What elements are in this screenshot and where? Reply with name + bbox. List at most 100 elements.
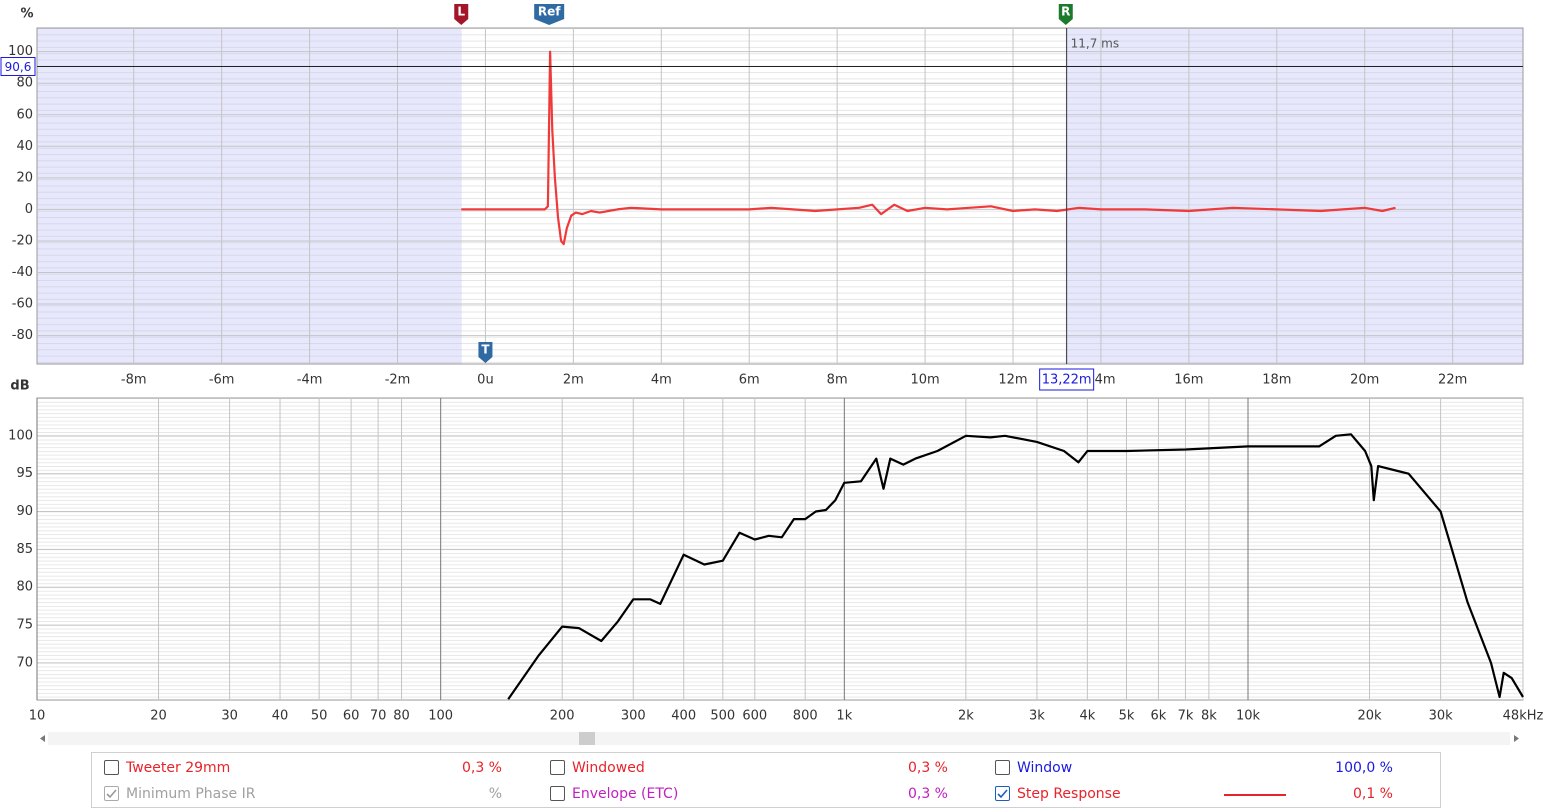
x-tick-label: 16m [1174, 373, 1203, 388]
checkbox[interactable] [104, 786, 119, 801]
x-tick-label: -2m [385, 373, 411, 388]
x-tick-label: 10 [29, 709, 46, 724]
checkbox[interactable] [995, 786, 1010, 801]
legend-label: Tweeter 29mm [126, 760, 231, 776]
legend-label: Envelope (ETC) [572, 786, 679, 802]
scroll-right[interactable] [1514, 735, 1519, 742]
check-path [997, 789, 1008, 799]
y-tick-label: -40 [12, 265, 33, 280]
y-tick-label: -60 [12, 297, 33, 312]
cursor-x-value: 13,22m [1042, 373, 1092, 388]
checkbox[interactable] [550, 760, 565, 775]
legend-label: Windowed [572, 760, 645, 776]
checkbox[interactable] [995, 760, 1010, 775]
y-tick-label: 20 [16, 170, 33, 185]
legend-item[interactable]: Envelope (ETC) 0,3 % [550, 784, 950, 804]
y-tick-label: 80 [16, 76, 33, 91]
x-tick-label: 70 [370, 709, 387, 724]
checkbox[interactable] [550, 786, 565, 801]
legend-item[interactable]: Window 100,0 % [995, 758, 1395, 778]
y-tick-label: 95 [16, 466, 33, 481]
y-tick-label: 85 [16, 542, 33, 557]
x-tick-label: 10m [910, 373, 939, 388]
x-tick-label: 3k [1029, 709, 1045, 724]
marker-flag[interactable] [1058, 4, 1073, 25]
marker-flag[interactable] [478, 342, 493, 363]
y-axis-unit: dB [10, 379, 29, 394]
x-tick-label: -4m [297, 373, 323, 388]
marker-flag[interactable] [454, 4, 469, 25]
window-shade [1065, 28, 1523, 364]
x-tick-label: 22m [1438, 373, 1467, 388]
x-tick-label: 200 [550, 709, 575, 724]
scroll-track[interactable] [48, 732, 1510, 745]
legend-label: Window [1017, 760, 1073, 776]
y-tick-label: 60 [16, 107, 33, 122]
chart: 100 95 90 85 80 75 70 10 20 30 40 50 60 70 80 100 200 300… [8, 398, 1544, 724]
checkbox[interactable] [104, 760, 119, 775]
marker-label: Ref [538, 5, 561, 19]
y-tick-label: 100 [8, 44, 33, 59]
cursor-annotation: 11,7 ms [1071, 37, 1119, 51]
chart: 100 80 60 40 20 0 -20 -40 -60 -80 -8m -6m -4m -2m 0u 2m… [8, 28, 1523, 388]
check-mark [997, 789, 1008, 799]
window-shade [37, 28, 462, 364]
x-tick-label: 800 [793, 709, 818, 724]
series-line [461, 50, 1396, 246]
x-tick-label: 30k [1429, 709, 1454, 724]
x-tick-label: 5k [1119, 709, 1135, 724]
legend-value: 0,3 % [907, 786, 948, 802]
x-tick-label: 60 [343, 709, 360, 724]
legend-item[interactable]: Windowed 0,3 % [550, 758, 950, 778]
x-tick-label: 30 [221, 709, 238, 724]
legend-value: 0,3 % [461, 760, 502, 776]
legend-value: 100,0 % [1335, 760, 1393, 776]
legend-item[interactable]: Minimum Phase IR% [104, 784, 504, 804]
x-tick-label: 100 [428, 709, 453, 724]
x-tick-label: 80 [393, 709, 410, 724]
scrollbar[interactable] [40, 732, 1519, 745]
marker-label: L [457, 5, 465, 19]
check-path [106, 789, 117, 799]
x-tick-label: 500 [710, 709, 735, 724]
y-tick-label: 70 [16, 655, 33, 670]
x-tick-label: 20 [150, 709, 167, 724]
x-tick-label: -8m [121, 373, 147, 388]
legend-item[interactable]: Step Response 0,1 % [995, 784, 1395, 804]
y-tick-label: -20 [12, 233, 33, 248]
scroll-thumb[interactable] [579, 732, 595, 745]
x-tick-label: 18m [1262, 373, 1291, 388]
y-tick-label: 40 [16, 139, 33, 154]
legend-label: Minimum Phase IR [126, 786, 256, 802]
legend-value: 0,1 % [1352, 786, 1393, 802]
x-tick-label: 8m [827, 373, 848, 388]
x-tick-label: 600 [742, 709, 767, 724]
x-tick-label: 4m [651, 373, 672, 388]
x-tick-label: 20m [1350, 373, 1379, 388]
x-tick-label: 1k [836, 709, 852, 724]
x-tick-label: 7k [1178, 709, 1194, 724]
cursor-y-value: 90,6 [5, 60, 32, 74]
series-line [507, 433, 1524, 700]
legend-panel: Tweeter 29mm 0,3 % Windowed 0,3 % Window 100,… [91, 752, 1441, 808]
overlay-layer: 11,7 ms 90,6 13,22m L Ref R T [0, 4, 1523, 391]
scroll-left[interactable] [40, 735, 45, 742]
y-axis-unit: % [20, 7, 33, 22]
x-tick-label: 50 [311, 709, 328, 724]
x-tick-label: 2k [958, 709, 974, 724]
x-tick-label: 4k [1079, 709, 1095, 724]
x-tick-label: 12m [998, 373, 1027, 388]
marker-flag[interactable] [534, 4, 565, 25]
x-tick-label: 6m [739, 373, 760, 388]
x-tick-label: 40 [272, 709, 289, 724]
legend-item[interactable]: Tweeter 29mm 0,3 % [104, 758, 504, 778]
legend-sample [1224, 794, 1286, 796]
x-tick-label: 0u [477, 373, 494, 388]
marker-label: R [1061, 5, 1070, 19]
x-tick-label: 6k [1151, 709, 1167, 724]
x-tick-label: 300 [621, 709, 646, 724]
y-tick-label: 80 [16, 580, 33, 595]
y-tick-label: 90 [16, 504, 33, 519]
legend-value: % [488, 786, 502, 802]
plot-area [36, 27, 1524, 365]
